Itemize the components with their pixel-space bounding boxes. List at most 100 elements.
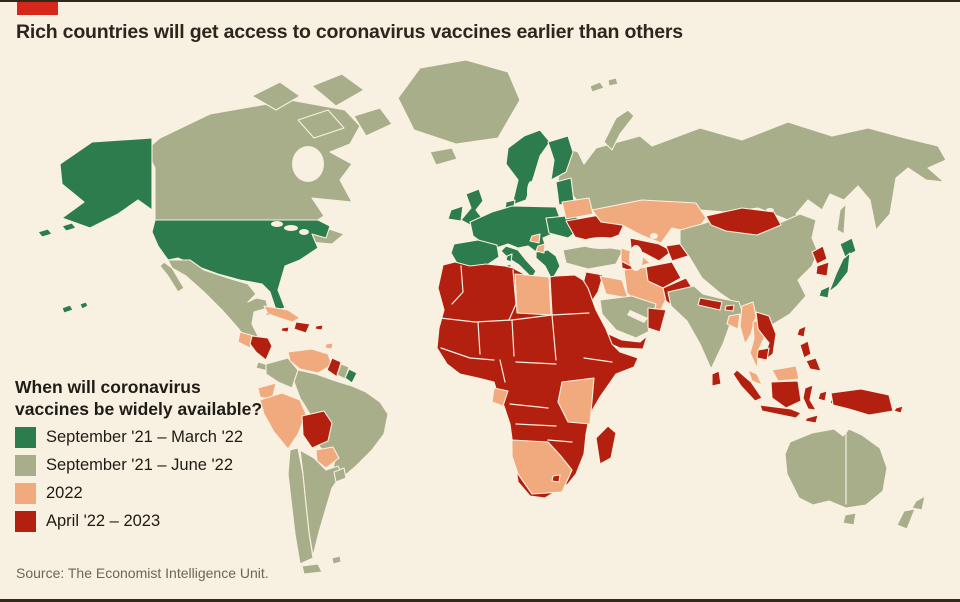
country-border-line [509, 403, 549, 409]
region-nepal [697, 297, 723, 311]
legend-label: September '21 – June '22 [46, 456, 234, 474]
region-finland [547, 135, 574, 181]
legend-swatch-peach [15, 483, 36, 504]
region-java [759, 404, 802, 419]
great-lake [299, 229, 309, 235]
legend-item: September '21 – March '22 [15, 427, 305, 448]
legend: When will coronavirus vaccines be widely… [15, 376, 305, 539]
baltic-sea [527, 181, 535, 203]
region-hawaii [79, 301, 89, 310]
region-saudi-arabia [599, 295, 657, 339]
region-uruguay [333, 467, 347, 483]
region-timor [804, 414, 819, 424]
region-north-korea [811, 245, 828, 265]
chart-title: Rich countries will get access to corona… [16, 21, 683, 43]
region-kazakhstan [591, 199, 707, 244]
region-scandinavia [505, 129, 551, 206]
region-tasmania [842, 512, 857, 526]
legend-swatch-red [15, 511, 36, 532]
region-svalbard [607, 77, 619, 87]
region-sri-lanka [711, 370, 722, 387]
region-cambodia [756, 347, 770, 361]
region-malaysia [747, 369, 763, 386]
region-cuba [263, 305, 301, 323]
region-peru [259, 392, 307, 450]
country-border-line [440, 347, 495, 361]
region-east-africa [557, 377, 595, 425]
region-svalbard [589, 81, 605, 93]
region-mexico [167, 259, 269, 343]
top-rule [0, 0, 960, 2]
region-taiwan [796, 325, 807, 338]
region-honduras-nicaragua [249, 335, 273, 361]
region-australia [784, 428, 888, 509]
region-lesotho [551, 474, 561, 483]
region-mongolia [705, 207, 782, 236]
region-french-guiana [344, 368, 358, 384]
country-border-line [583, 357, 613, 363]
region-hispaniola [293, 321, 311, 334]
region-south-korea [815, 261, 830, 277]
region-libya [514, 273, 552, 316]
region-bangladesh [726, 313, 741, 330]
region-jamaica [280, 326, 290, 333]
region-argentina [299, 449, 343, 557]
legend-title: When will coronavirus vaccines be widely… [15, 376, 305, 420]
region-afghanistan [645, 261, 682, 289]
region-puerto-rico [314, 324, 324, 331]
region-sumatra [732, 369, 763, 402]
economist-red-tab [17, 2, 58, 15]
region-aleutians [37, 228, 53, 238]
country-border-line [511, 319, 515, 357]
region-alaska [59, 137, 153, 229]
region-greenland [397, 59, 521, 145]
region-philippines [805, 357, 822, 372]
region-oman-uae [647, 307, 667, 333]
region-arctic-island [297, 109, 345, 139]
country-border-line [515, 423, 557, 427]
region-chile [287, 447, 314, 565]
region-hawaii [61, 304, 74, 314]
region-philippines [799, 340, 812, 359]
region-sakhalin [836, 203, 847, 235]
region-venezuela [287, 348, 333, 374]
region-gabon [491, 387, 509, 407]
great-lake [271, 221, 283, 227]
persian-gulf [627, 310, 648, 323]
region-myanmar [739, 301, 757, 345]
region-ireland [447, 205, 464, 222]
legend-title-line: vaccines be widely available? [15, 399, 263, 419]
region-iceland [429, 147, 458, 166]
region-malaysia-borneo [771, 365, 800, 382]
legend-label: April '22 – 2023 [46, 512, 161, 530]
aral-sea [650, 233, 658, 239]
region-japan [818, 285, 831, 299]
legend-item: April '22 – 2023 [15, 511, 305, 532]
region-arctic-island [251, 81, 301, 111]
region-new-zealand [911, 495, 926, 511]
region-japan [828, 252, 851, 293]
legend-swatch-sage [15, 455, 36, 476]
region-falklands [331, 555, 342, 565]
country-border-line [549, 277, 553, 315]
country-border-line [477, 321, 481, 355]
region-belarus [561, 197, 594, 220]
region-bosnia [529, 233, 541, 244]
region-turkey [562, 244, 624, 270]
region-solomon-islands [893, 405, 904, 414]
region-sulawesi [802, 384, 817, 411]
region-madagascar [595, 425, 617, 465]
world-map [37, 59, 947, 575]
region-novaya-zemlya [603, 109, 635, 151]
region-trinidad [324, 342, 334, 350]
region-balkans-greece [535, 249, 561, 281]
legend-item: 2022 [15, 483, 305, 504]
region-corsica [505, 253, 513, 263]
region-paraguay [315, 446, 340, 469]
region-baja-california [159, 261, 185, 293]
region-aleutians [61, 222, 77, 232]
country-border-line [551, 314, 557, 361]
black-sea [581, 237, 623, 249]
region-colombia [265, 357, 299, 389]
lake-baikal [766, 208, 774, 212]
